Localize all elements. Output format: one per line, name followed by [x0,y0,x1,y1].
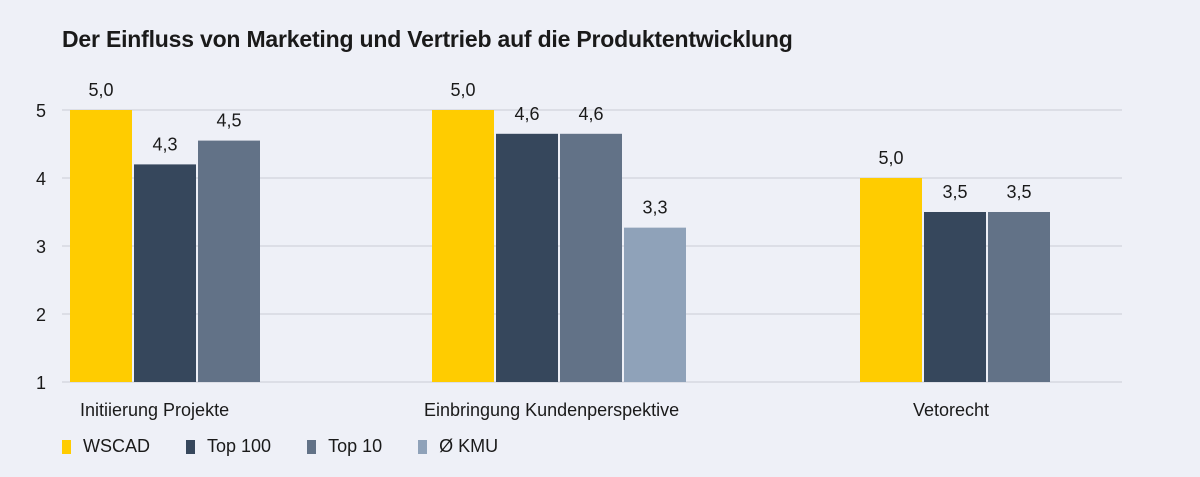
data-label: 5,0 [878,148,903,168]
data-label: 4,6 [578,104,603,124]
legend-label: Ø KMU [439,436,499,456]
data-label: 3,5 [1006,182,1031,202]
y-tick-label: 3 [36,237,46,257]
legend-item: Top 10 [307,436,382,457]
legend-item: Ø KMU [418,436,498,457]
legend-swatch [62,439,71,454]
bar [198,140,260,382]
y-tick-label: 2 [36,305,46,325]
chart-title: Der Einfluss von Marketing und Vertrieb … [62,26,793,52]
category-label: Einbringung Kundenperspektive [424,400,679,420]
bar [860,178,922,382]
data-label: 4,3 [152,134,177,154]
bar [988,212,1050,382]
legend-item: Top 100 [186,436,271,457]
data-label: 5,0 [450,80,475,100]
bar [432,110,494,382]
y-tick-label: 4 [36,169,46,189]
legend-swatch [307,439,317,454]
category-label: Vetorecht [913,400,989,420]
legend-item: WSCAD [62,436,150,457]
data-label: 5,0 [88,80,113,100]
legend-label: Top 100 [207,436,272,456]
y-tick-label: 1 [36,373,46,393]
data-label: 3,5 [942,182,967,202]
bar [560,133,622,382]
legend-swatch [418,439,428,454]
chart-legend: WSCAD Top 100 Top 10 Ø KMU [62,436,534,457]
legend-swatch [186,439,195,454]
legend-label: Top 10 [328,436,383,456]
bar [70,110,132,382]
bar [134,164,196,382]
bar [496,133,558,382]
y-tick-label: 5 [36,101,46,121]
data-label: 4,6 [514,104,539,124]
data-label: 4,5 [216,111,241,131]
legend-label: WSCAD [83,436,150,456]
data-label: 3,3 [642,198,667,218]
bar [924,212,986,382]
bar [624,227,686,382]
category-label: Initiierung Projekte [80,400,229,420]
